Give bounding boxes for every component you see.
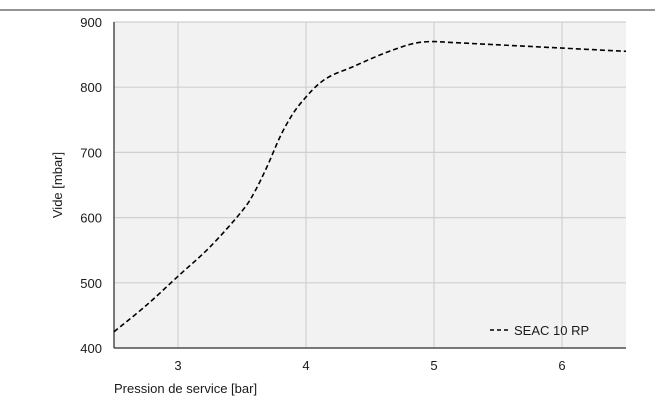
x-tick-label: 4 xyxy=(302,358,309,373)
y-tick-label: 400 xyxy=(80,341,102,356)
y-tick-label: 500 xyxy=(80,276,102,291)
legend-label: SEAC 10 RP xyxy=(514,323,589,338)
plot-area xyxy=(114,22,626,348)
x-tick-label: 3 xyxy=(174,358,181,373)
legend: SEAC 10 RP xyxy=(490,323,589,338)
x-tick-labels: 3 4 5 6 xyxy=(174,358,565,373)
axis-frame xyxy=(113,22,626,349)
x-axis-label: Pression de service [bar] xyxy=(114,381,257,396)
y-axis-label: Vide [mbar] xyxy=(50,152,65,218)
y-tick-label: 800 xyxy=(80,80,102,95)
x-tick-label: 6 xyxy=(558,358,565,373)
y-tick-label: 700 xyxy=(80,145,102,160)
series-line xyxy=(113,40,627,333)
y-tick-labels: 400 500 600 700 800 900 xyxy=(80,15,102,356)
y-tick-label: 900 xyxy=(80,15,102,30)
series-layer xyxy=(113,40,627,333)
y-tick-label: 600 xyxy=(80,211,102,226)
x-tick-label: 5 xyxy=(430,358,437,373)
